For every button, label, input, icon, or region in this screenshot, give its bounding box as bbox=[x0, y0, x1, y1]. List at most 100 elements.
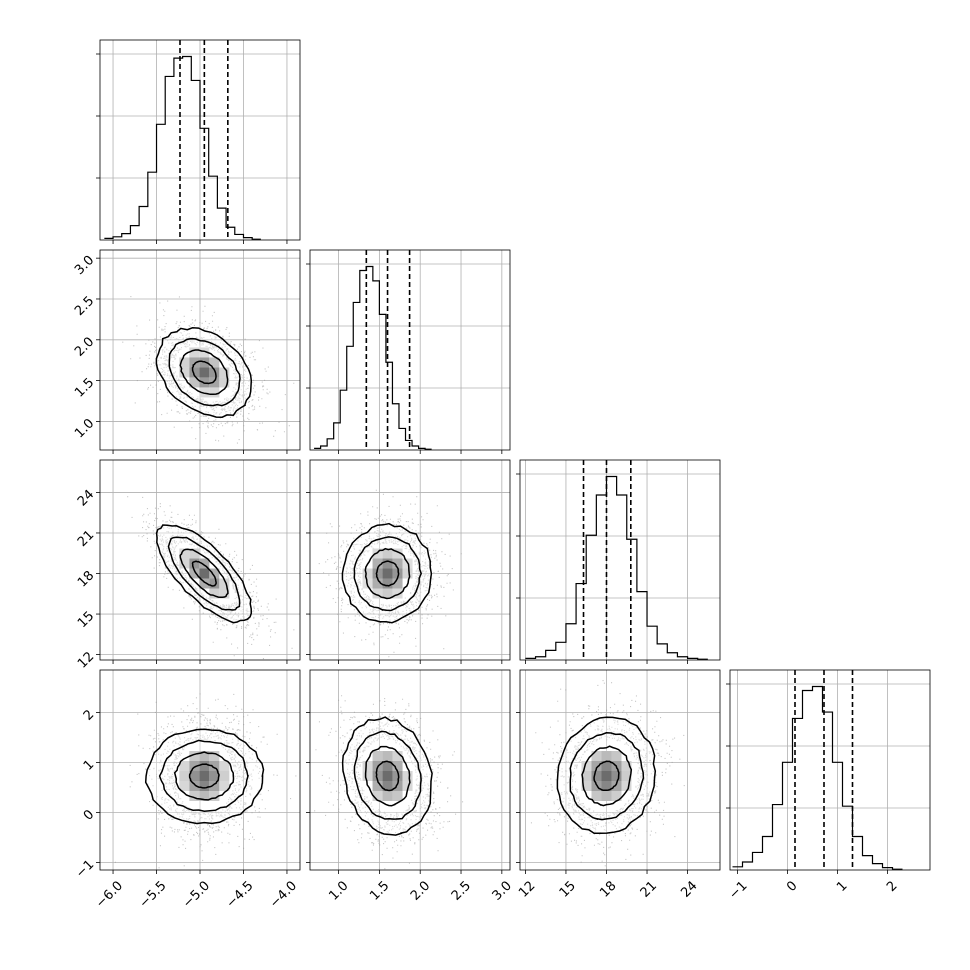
density-cell bbox=[209, 791, 220, 801]
contour-line bbox=[375, 760, 400, 792]
x-tick-label: 24 bbox=[678, 878, 700, 900]
density-cell bbox=[601, 751, 612, 761]
x-tick-label: 2 bbox=[884, 878, 900, 894]
density-cell bbox=[392, 548, 403, 559]
density-cell bbox=[402, 781, 413, 791]
contour-line bbox=[158, 739, 249, 812]
density-content bbox=[530, 680, 685, 867]
density-cell bbox=[219, 588, 230, 599]
x-tick-label: 0 bbox=[784, 878, 800, 894]
density-cell bbox=[581, 781, 592, 791]
contour-line bbox=[569, 732, 645, 821]
density-panel-frame bbox=[519, 669, 721, 871]
density-cell bbox=[621, 771, 632, 781]
y-tick-label: 2 bbox=[81, 707, 97, 723]
hist-panel-frame bbox=[309, 249, 511, 451]
density-cell bbox=[382, 771, 393, 781]
y-tick-label: 18 bbox=[75, 568, 97, 590]
density-cell bbox=[382, 548, 393, 559]
density-cell bbox=[611, 771, 622, 781]
density-cell bbox=[209, 751, 220, 761]
density-content bbox=[318, 489, 462, 658]
density-cell bbox=[392, 558, 403, 569]
density-cell bbox=[199, 791, 210, 801]
density-cell bbox=[199, 751, 210, 761]
histogram-step bbox=[732, 685, 903, 870]
density-cell bbox=[392, 568, 403, 579]
density-panel-1-0: 1.0 1.5 2.0 2.5 3.0 bbox=[72, 249, 301, 454]
density-cell bbox=[209, 377, 220, 388]
density-cell bbox=[179, 771, 190, 781]
density-cell bbox=[372, 771, 383, 781]
density-panel-2-0: 12 15 18 21 24 bbox=[75, 459, 301, 672]
density-cell bbox=[382, 578, 393, 589]
density-content bbox=[127, 496, 295, 660]
histogram-step bbox=[104, 55, 261, 240]
y-tick-label: 1.5 bbox=[72, 375, 97, 400]
contour-line bbox=[173, 751, 235, 801]
x-tick-label: 3.0 bbox=[490, 878, 515, 903]
hist-panel-3: −1 0 1 2 bbox=[726, 669, 931, 903]
density-cell bbox=[199, 347, 210, 358]
density-cell bbox=[219, 377, 230, 388]
contour-line bbox=[155, 327, 253, 418]
contour-line bbox=[191, 560, 217, 587]
density-cell bbox=[209, 771, 220, 781]
density-cell bbox=[372, 781, 383, 791]
density-cell bbox=[219, 781, 230, 791]
y-tick-label: 24 bbox=[75, 487, 97, 509]
contour-line bbox=[144, 728, 265, 825]
density-cell bbox=[199, 771, 210, 781]
density-cell bbox=[382, 791, 393, 801]
density-cell bbox=[209, 568, 220, 579]
density-cell bbox=[591, 771, 602, 781]
x-tick-label: 2.5 bbox=[449, 878, 474, 903]
density-cell bbox=[392, 781, 403, 791]
density-cell bbox=[611, 781, 622, 791]
y-tick-label: 3.0 bbox=[72, 253, 97, 278]
contour-line bbox=[593, 760, 620, 792]
contour-line bbox=[353, 730, 422, 820]
y-tick-label: 1 bbox=[81, 757, 97, 773]
hist-panel-frame bbox=[729, 669, 931, 871]
hist-panel-frame bbox=[519, 459, 721, 661]
density-cell bbox=[402, 568, 413, 579]
contour-fill bbox=[343, 524, 432, 623]
y-tick-label: 21 bbox=[75, 528, 97, 550]
contour-line bbox=[191, 360, 217, 385]
contour-line bbox=[581, 745, 633, 807]
density-cell bbox=[392, 578, 403, 589]
density-cell bbox=[601, 761, 612, 771]
contour-line bbox=[364, 745, 411, 807]
density-cell bbox=[199, 761, 210, 771]
density-cell bbox=[372, 578, 383, 589]
density-cell bbox=[382, 761, 393, 771]
density-cell bbox=[199, 781, 210, 791]
density-cell bbox=[591, 791, 602, 801]
hist-panel-0 bbox=[96, 39, 301, 244]
contour-line bbox=[341, 522, 433, 624]
density-cell bbox=[179, 357, 190, 368]
density-cell bbox=[209, 578, 220, 589]
density-cell bbox=[219, 771, 230, 781]
contour-line bbox=[364, 547, 411, 600]
density-cell bbox=[189, 568, 200, 579]
density-cell bbox=[209, 367, 220, 378]
density-cell bbox=[189, 377, 200, 388]
density-cell bbox=[392, 588, 403, 599]
density-cell bbox=[179, 548, 190, 559]
contour-line bbox=[188, 763, 220, 789]
y-tick-label: −1 bbox=[73, 857, 97, 881]
x-tick-label: 18 bbox=[597, 878, 619, 900]
contour-fill bbox=[157, 328, 252, 417]
density-cell bbox=[611, 791, 622, 801]
density-cell bbox=[189, 751, 200, 761]
density-cell bbox=[209, 357, 220, 368]
density-cell bbox=[199, 568, 210, 579]
y-tick-label: 2.0 bbox=[72, 334, 97, 359]
x-tick-label: 1 bbox=[834, 878, 850, 894]
density-cell bbox=[382, 588, 393, 599]
density-panel-3-1: 1.0 1.5 2.0 2.5 3.0 bbox=[306, 669, 515, 904]
